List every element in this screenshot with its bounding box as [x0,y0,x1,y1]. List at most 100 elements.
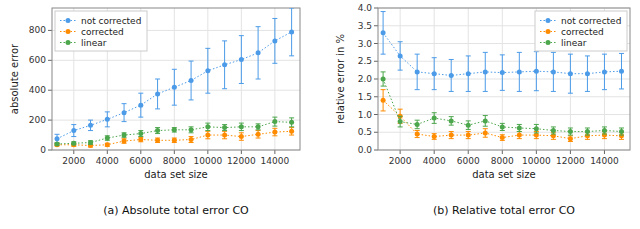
point [256,50,261,55]
error-bar [155,128,160,134]
error-bar-cap [449,138,454,139]
point [172,85,177,90]
error-bar-cap [289,126,294,127]
error-bar-cap [398,116,403,117]
tick [374,61,378,62]
error-bar-cap [466,91,471,92]
tick [73,150,74,154]
series-line [383,79,621,132]
error-bar [466,56,471,92]
error-bar-cap [105,126,110,127]
tick [536,150,537,154]
error-bar-cap [602,138,607,139]
tick [374,132,378,133]
error-bar-cap [602,134,607,135]
error-bar [483,129,488,138]
error-bar-cap [398,41,403,42]
error-bar-cap [568,54,573,55]
error-bar [155,79,160,109]
point [122,139,127,144]
error-bar-cap [619,53,624,54]
error-bar-cap [619,135,624,136]
error-bar-cap [256,138,261,139]
error-bar-cap [568,135,573,136]
error-bar [105,136,110,140]
tick [374,79,378,80]
error-bar-cap [138,136,143,137]
plot-area [52,8,300,150]
error-bar-cap [381,54,386,55]
error-bar-cap [222,88,227,89]
tick-label: 0.5 [358,127,372,137]
point [517,125,522,130]
error-bar-cap [256,26,261,27]
error-bar-cap [272,18,277,19]
error-bar [534,132,539,139]
error-bar-cap [449,91,454,92]
error-bar-cap [222,40,227,41]
point [222,125,227,130]
error-bar-cap [500,123,505,124]
point [256,132,261,137]
error-bar [432,58,437,90]
tick-label: 1.5 [358,92,372,102]
error-bar-cap [517,91,522,92]
point [239,134,244,139]
error-bar [415,54,420,90]
error-bar-cap [189,99,194,100]
error-bar [483,52,488,91]
error-bar [398,109,403,123]
error-bar-cap [466,55,471,56]
error-bar-cap [205,138,210,139]
error-bar-cap [449,116,454,117]
error-bar-cap [415,137,420,138]
error-bar-cap [483,115,488,116]
panel: 0.00.51.01.52.02.53.03.54.02000400060008… [335,3,630,217]
figure: 0200400600800200040006000800010000120001… [0,0,640,229]
point [432,71,437,76]
error-bar [517,124,522,131]
legend-label: linear [561,38,587,48]
error-bar-cap [415,128,420,129]
point [256,124,261,129]
error-bar-cap [483,137,488,138]
tick [374,96,378,97]
error-bar [551,127,556,134]
error-bar [189,127,194,133]
panel: 0200400600800200040006000800010000120001… [9,8,300,217]
tick [468,150,469,154]
error-bar-cap [619,139,624,140]
error-bar-cap [398,70,403,71]
error-bar-cap [585,139,590,140]
error-bar-cap [432,123,437,124]
tick [374,43,378,44]
point [585,71,590,76]
point [205,68,210,73]
point [483,130,488,135]
point [189,127,194,132]
legend-label: corrected [81,27,124,37]
point [381,77,386,82]
error-bar-cap [155,108,160,109]
error-bar-cap [105,111,110,112]
point [466,71,471,76]
grid-line [52,60,300,61]
grid-line [52,90,300,91]
error-bar [602,127,607,134]
error-bar [205,123,210,130]
y-axis-label: relative error in % [335,34,346,124]
error-bar-cap [239,123,244,124]
tick-label: 4000 [96,156,119,166]
error-bar [483,116,488,127]
error-bar-cap [415,54,420,55]
tick-label: 10000 [522,156,551,166]
series-line [57,122,292,144]
error-bar-cap [189,142,194,143]
point [289,120,294,125]
error-bar-cap [466,138,471,139]
tick [207,150,208,154]
error-bar-cap [500,54,505,55]
point [568,71,573,76]
point [483,69,488,74]
grid-line [378,79,630,80]
